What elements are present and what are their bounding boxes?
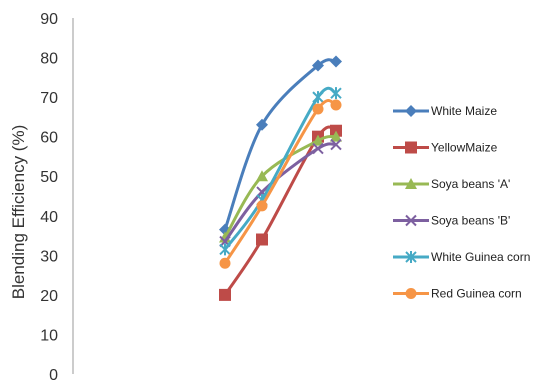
data-point [312, 91, 324, 104]
data-point [312, 142, 324, 155]
data-point [330, 55, 342, 68]
legend-item: White Maize [393, 104, 497, 118]
y-axis-label: Blending Efficiency (%) [9, 125, 28, 300]
legend-item: Soya beans 'A' [393, 177, 510, 191]
data-point [330, 130, 342, 142]
series-3 [219, 138, 342, 248]
data-point [219, 288, 231, 301]
series-4 [219, 86, 342, 256]
y-tick-label: 0 [49, 367, 58, 380]
series-line [223, 134, 337, 239]
legend-item: White Guinea corn [393, 250, 530, 264]
data-point [219, 243, 231, 256]
data-point [330, 138, 342, 151]
series-1 [219, 124, 342, 301]
y-tick-label: 10 [40, 327, 58, 344]
data-point [312, 134, 324, 146]
y-tick-label: 80 [40, 51, 58, 68]
legend-marker [405, 214, 417, 227]
legend-label: White Maize [431, 104, 497, 118]
series-line [223, 142, 337, 243]
legend-label: Soya beans 'A' [431, 177, 510, 191]
series-line [223, 125, 337, 296]
series-layer [219, 55, 342, 301]
legend-label: Red Guinea corn [431, 287, 522, 301]
legend-marker [405, 178, 417, 189]
legend-item: YellowMaize [393, 141, 498, 155]
legend-label: YellowMaize [431, 141, 498, 155]
data-point [256, 233, 268, 246]
legend-label: Soya beans 'B' [431, 214, 510, 228]
legend-marker [405, 288, 417, 299]
y-tick-label: 50 [40, 169, 58, 186]
legend: White Maize YellowMaize Soya beans 'A' Soya… [393, 104, 530, 301]
legend-item: Red Guinea corn [393, 287, 522, 301]
data-point [312, 103, 324, 115]
y-tick-label: 70 [40, 90, 58, 107]
series-line [223, 86, 337, 251]
legend-marker [405, 105, 417, 117]
series-5 [219, 99, 342, 269]
y-tick-label: 30 [40, 248, 58, 265]
series-line [223, 99, 337, 265]
data-point [330, 99, 342, 111]
legend-label: White Guinea corn [431, 250, 530, 264]
data-point [256, 200, 268, 212]
series-line [223, 58, 337, 231]
data-point [330, 87, 342, 100]
y-tick-label: 90 [40, 11, 58, 28]
data-point [256, 170, 268, 182]
y-tick-label: 60 [40, 130, 58, 147]
series-0 [219, 55, 342, 236]
legend-marker [405, 141, 417, 154]
legend-item: Soya beans 'B' [393, 214, 510, 228]
data-point [312, 59, 324, 72]
data-point [256, 118, 268, 131]
data-point [219, 257, 231, 269]
legend-marker [405, 251, 417, 263]
y-tick-label: 40 [40, 209, 58, 226]
y-tick-label: 20 [40, 288, 58, 305]
y-tick-labels: 0 10 20 30 40 50 60 70 80 90 [40, 11, 58, 380]
